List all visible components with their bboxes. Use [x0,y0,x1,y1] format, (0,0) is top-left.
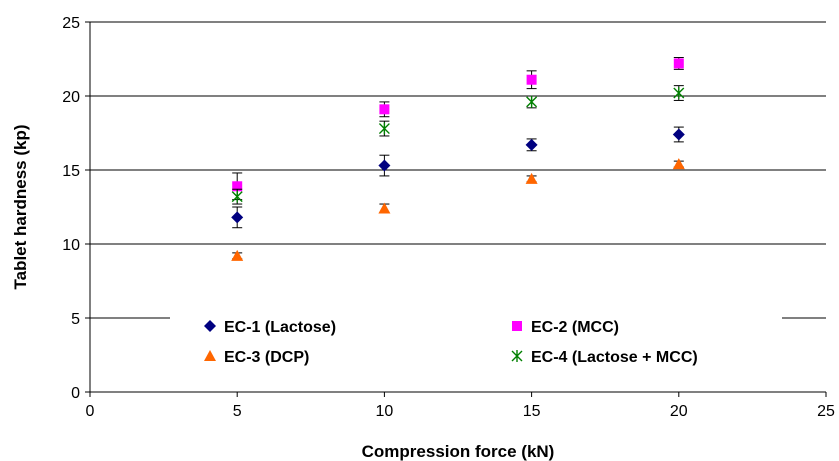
data-point [231,211,244,224]
legend-marker [512,321,522,331]
legend-entry: EC-2 (MCC) [531,319,619,336]
y-tick-label: 10 [62,237,80,254]
y-tick-label: 25 [62,15,80,32]
data-point [525,172,538,184]
legend-marker [204,350,216,361]
x-axis-title: Compression force (kN) [362,442,555,461]
data-marks [231,57,685,261]
series [231,85,685,205]
x-tick-label: 20 [670,403,688,420]
axes [85,21,827,397]
y-tick-label: 20 [62,89,80,106]
data-point [526,74,537,85]
legend-marker [204,320,216,332]
legend-marker [511,350,523,362]
x-tick-label: 15 [523,403,541,420]
y-axis-title: Tablet hardness (kp) [11,125,30,290]
x-tick-label: 10 [376,403,394,420]
data-point [672,158,685,170]
legend-box [170,302,782,384]
data-point [672,128,685,141]
x-tick-label: 5 [233,403,242,420]
y-tick-label: 15 [62,163,80,180]
data-point [231,249,244,261]
data-point [232,181,243,192]
data-point [379,104,390,115]
legend-entry: EC-3 (DCP) [224,349,309,366]
x-tick-label: 25 [817,403,835,420]
legend-entry: EC-4 (Lactose + MCC) [531,349,698,366]
data-point [525,138,538,151]
series [232,57,684,201]
series [231,126,685,229]
data-point [378,202,391,214]
legend-entry: EC-1 (Lactose) [224,319,336,336]
x-tick-label: 0 [86,403,95,420]
y-tick-label: 0 [71,385,80,402]
data-point [378,122,390,135]
gridlines [90,21,826,319]
data-point [378,159,391,172]
legend: EC-1 (Lactose) EC-2 (MCC) EC-3 (DCP) EC-4 (… [170,302,782,384]
data-point [673,87,685,100]
series [231,158,685,261]
tick-labels: 0 5 10 15 20 25 0 5 10 15 20 25 [62,15,835,420]
data-point [673,58,684,69]
y-tick-label: 5 [71,311,80,328]
data-point [526,95,538,108]
data-point [231,190,243,203]
